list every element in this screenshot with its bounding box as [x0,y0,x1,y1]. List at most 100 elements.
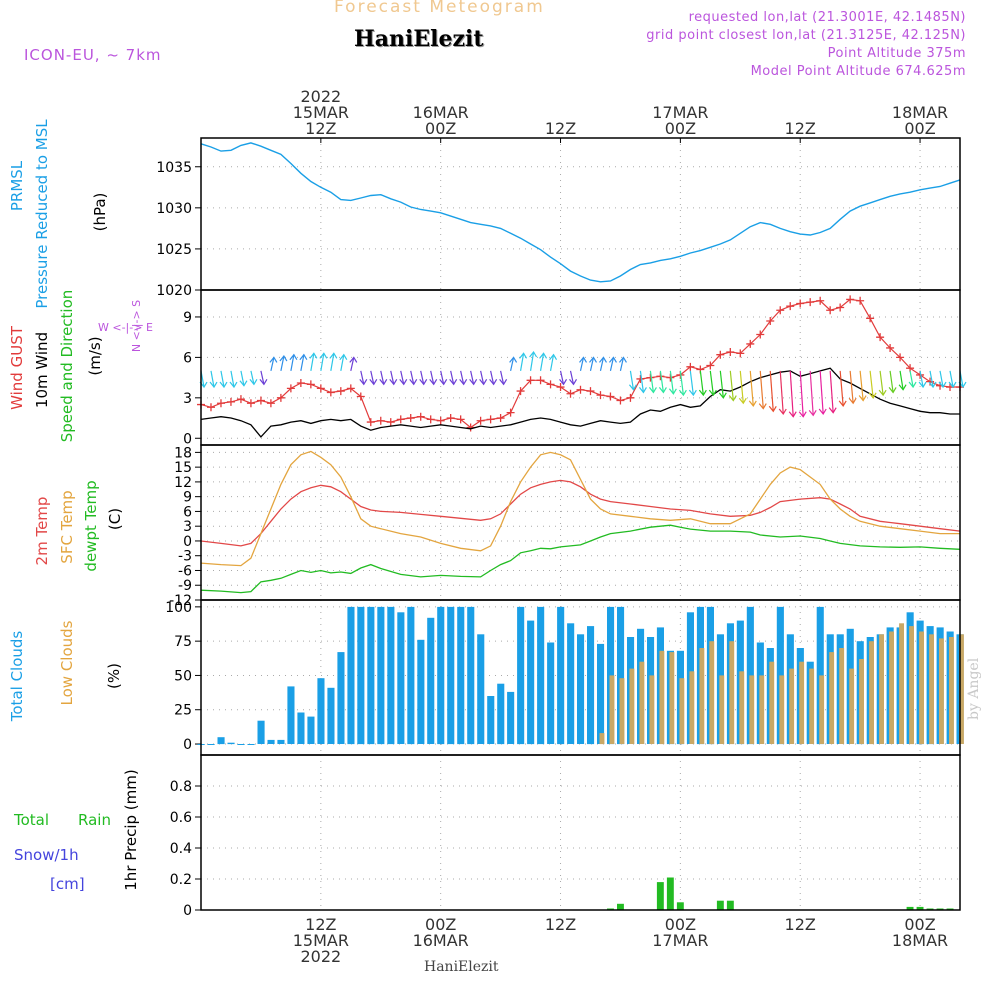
wind-arrow-head [888,387,897,394]
gust-marker [516,387,525,396]
gust-marker [476,416,485,425]
wind-arrow [889,370,894,393]
gust-marker [236,395,245,404]
wind-arrow [340,354,345,371]
wind-arrow [749,370,754,406]
wind-arrow-head [768,405,777,413]
total-cloud-bar [567,623,575,744]
low-cloud-bar [719,675,725,744]
total-cloud-bar [297,712,305,744]
gust-marker [806,298,815,307]
wind-arrow-head [808,409,817,417]
gust-marker [226,397,235,406]
gust-marker [526,376,535,385]
total-cloud-bar [237,744,245,745]
top-time-label: 15MAR [293,103,349,122]
gust-marker [486,415,495,424]
y-tick-label: 25 [174,703,192,719]
wind-arrow-head [918,381,927,389]
y-tick-label: 100 [165,600,192,616]
low-cloud-bar [829,652,835,744]
compass-we: W <-|-> E [98,321,153,334]
low-cloud-bar [659,650,665,745]
y-tick-label: 6 [183,504,192,520]
precip-snow-unit: [cm] [50,875,85,893]
wind-speed-dir-label: Speed and Direction [58,290,76,443]
y-tick-label: 6 [183,350,192,366]
wind-arrow [849,370,854,404]
wind-arrow [689,370,694,396]
gust-marker [366,418,375,427]
wind-arrow [699,370,704,396]
total-cloud-bar [447,606,455,745]
total-cloud-bar [307,716,315,744]
wind-arrow-head [519,352,528,359]
wind-arrow [619,357,625,371]
gust-marker [716,350,725,359]
top-time-label: 18MAR [892,103,948,122]
wind-arrow-head [319,352,328,359]
gust-marker [816,296,825,305]
panel-frame [200,754,961,911]
wind-arrow [719,370,724,398]
y-tick-label: 18 [174,445,192,461]
total-cloud-bar [417,639,425,744]
wind-arrow [420,370,425,385]
total-cloud-bar [427,617,435,744]
wind-arrow [410,370,415,385]
total-clouds-label: Total Clouds [8,631,26,723]
rain-bar [666,877,674,910]
wind-arrow [909,370,914,388]
wind-arrow-head [259,378,268,386]
wind-arrow-head [838,400,847,407]
gust-marker [456,415,465,424]
y-tick-label: -9 [178,578,192,594]
wind-arrow-head [529,350,538,358]
top-time-label: 12Z [305,119,336,138]
wind-arrow [799,370,804,417]
low-cloud-bar [899,623,904,744]
precip-snow-label: Snow/1h [14,846,79,864]
y-tick-label: 0 [183,534,192,550]
total-cloud-bar [247,744,255,745]
gust-marker [886,343,895,352]
closest-coords: grid point closest lon,lat (21.3125E, 42… [646,28,966,43]
total-cloud-bar [527,620,535,745]
total-cloud-bar [437,606,445,745]
wind-arrow-head [938,381,947,389]
gust-marker [246,399,255,408]
gust-line [200,298,960,429]
wind-arrow-head [369,378,378,386]
total-cloud-bar [347,606,355,745]
total-cloud-bar [477,634,485,744]
wind-arrow-head [748,400,757,407]
model-altitude: Model Point Altitude 674.625m [750,64,966,79]
low-cloud-bar [879,634,884,744]
wind-arrow-head [239,380,248,387]
wind-arrow-head [688,389,697,397]
low-cloud-bar [889,631,894,744]
panel-frame [200,444,961,601]
gust-marker [636,374,645,383]
wind-arrow [490,370,495,385]
wind-arrow-head [648,387,657,394]
wind-arrow [300,354,305,371]
wind-arrow [829,370,834,413]
temp2m-label: 2m Temp [33,497,51,566]
wind-arrow-head [509,356,518,363]
y-tick-label: 0 [183,737,192,753]
top-time-label: 2022 [300,87,341,106]
top-time-label: 16MAR [413,103,469,122]
gust-marker [446,414,455,423]
gust-marker [836,303,845,312]
total-cloud-bar [557,606,565,745]
total-cloud-bar [507,691,515,744]
wind-arrow [350,357,355,371]
total-cloud-bar [227,742,235,745]
gust-marker [896,353,905,362]
low-cloud-bar [749,675,755,744]
gust-marker [736,349,745,358]
y-tick-label: 3 [183,519,192,535]
y-tick-label: 75 [174,634,192,650]
gust-marker [496,414,505,423]
